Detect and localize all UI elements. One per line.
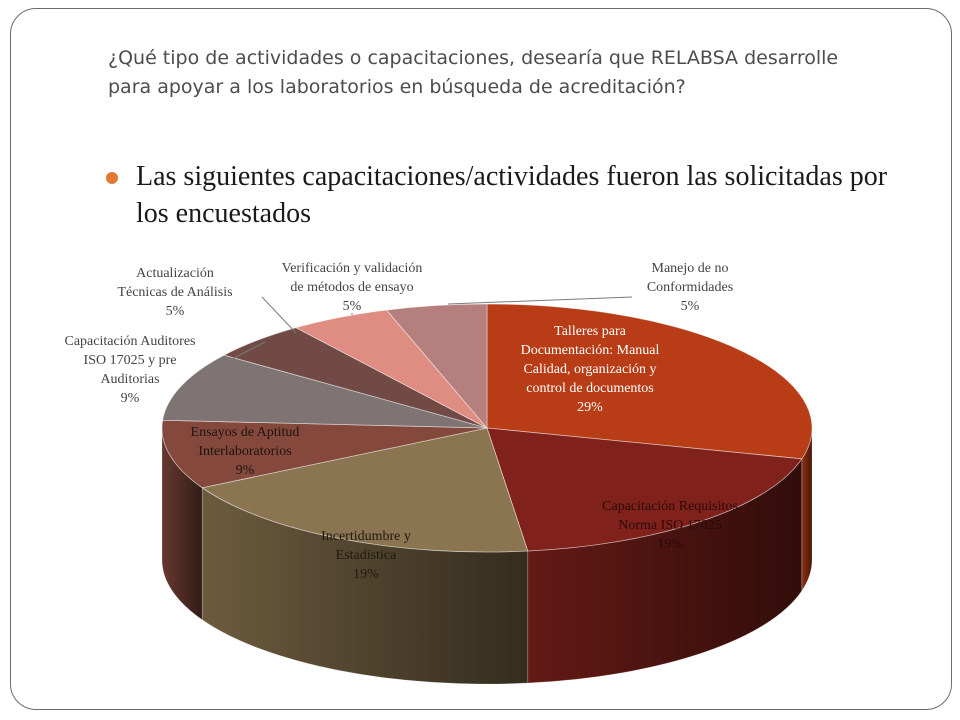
slice-label-3: Ensayos de Aptitud Interlaboratorios 9% xyxy=(191,425,300,478)
leader-line-7 xyxy=(447,296,633,305)
slice-label-1: Capacitación Requisitos Norma ISO 17025 19… xyxy=(602,499,738,552)
slice-label-0: Talleres para Documentación: Manual Calida… xyxy=(521,324,660,415)
slice-label-2: Incertidumbre y Estadística 19% xyxy=(321,529,411,582)
pie-slice-1 xyxy=(486,427,803,552)
pie-slice-0 xyxy=(486,303,813,460)
pie-top xyxy=(161,303,813,553)
bullet-dot-icon xyxy=(106,172,118,184)
slide-title: ¿Qué tipo de actividades o capacitacione… xyxy=(108,47,839,98)
slice-label-7: Manejo de no Conformidades 5% xyxy=(647,261,733,314)
leader-line-4 xyxy=(204,341,266,374)
pie-slice-2 xyxy=(201,427,529,553)
pie-slice-3 xyxy=(161,419,488,489)
pie-slice-7 xyxy=(385,303,488,430)
pie-leaders xyxy=(204,296,633,374)
slice-label-4: Capacitación Auditores ISO 17025 y pre Aud… xyxy=(64,334,195,406)
slice-label-5: Actualización Técnicas de Análisis 5% xyxy=(117,266,232,319)
pie-labels: Talleres para Documentación: Manual Calida… xyxy=(64,261,737,582)
leader-line-5 xyxy=(261,296,297,334)
bullet-text: Las siguientes capacitaciones/actividade… xyxy=(136,161,888,229)
slice-label-6: Verificación y validación de métodos de e… xyxy=(282,261,423,314)
pie-slice-4 xyxy=(162,354,488,429)
pie-sides xyxy=(161,427,813,685)
